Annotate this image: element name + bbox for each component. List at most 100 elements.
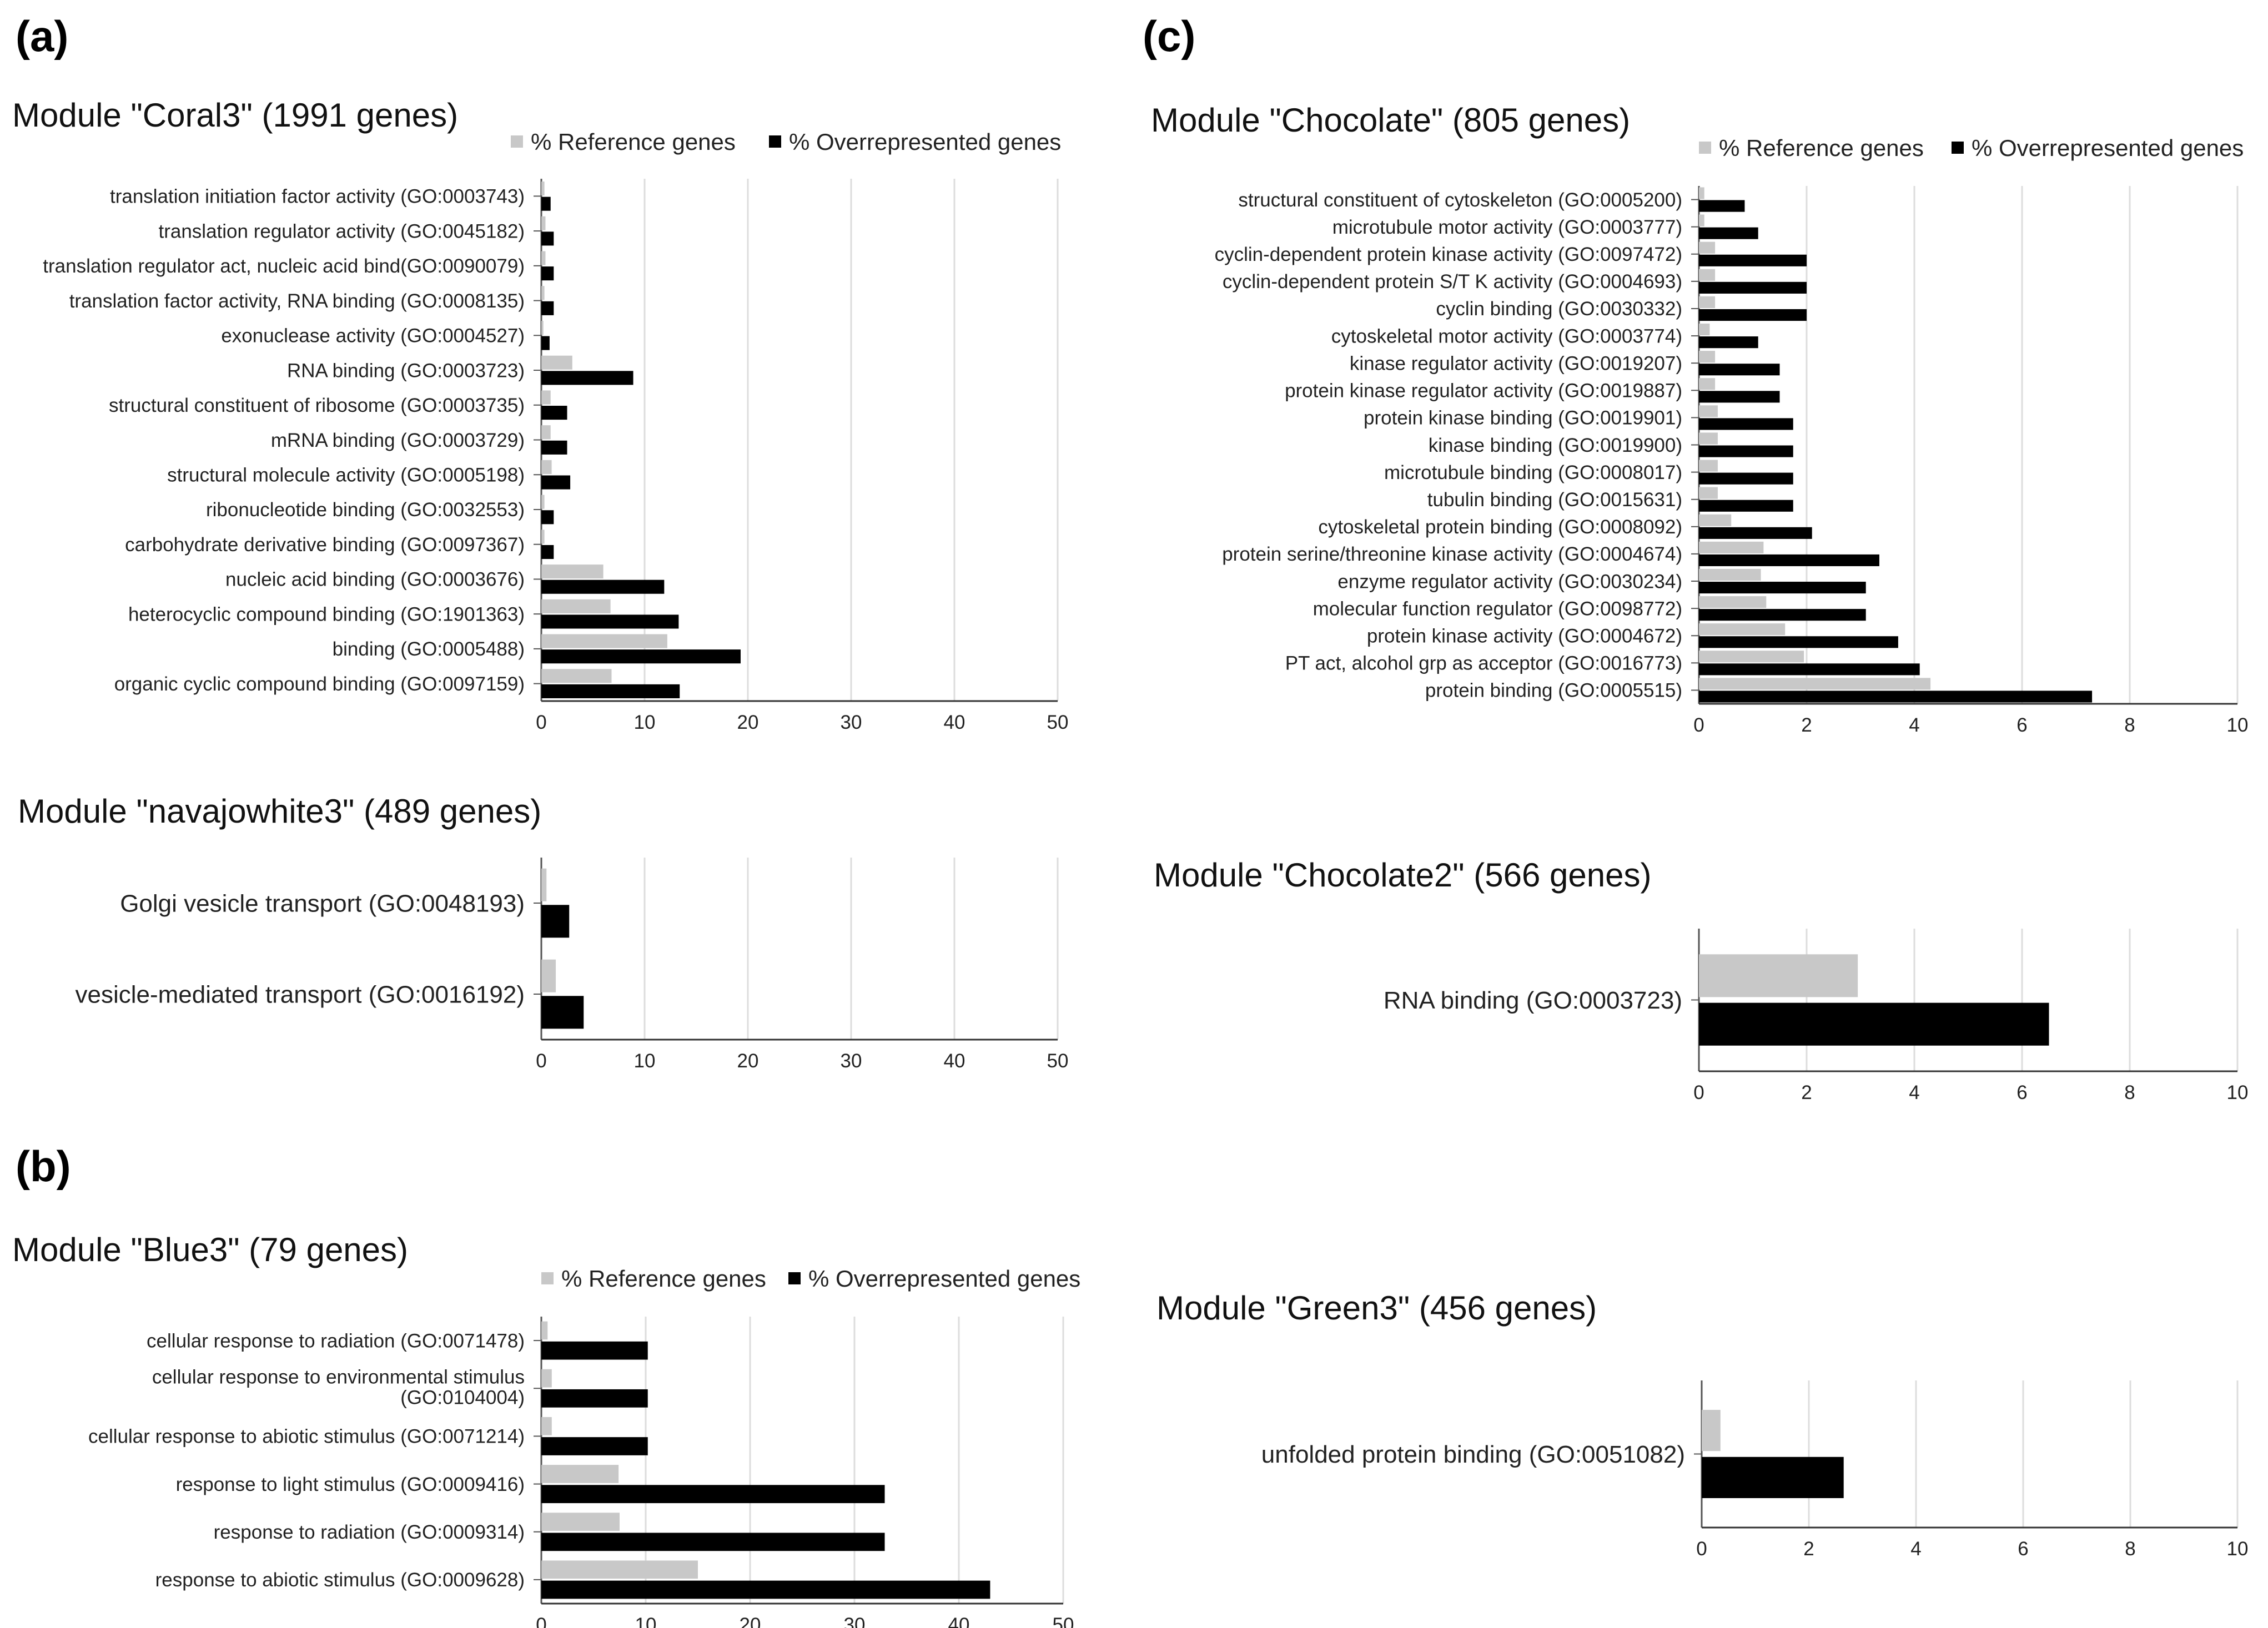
category-label: enzyme regulator activity (GO:0030234) [1337,571,1682,592]
category-label: PT act, alcohol grp as acceptor (GO:0016… [1285,653,1682,674]
bar-reference [541,425,551,440]
category-label: protein kinase activity (GO:0004672) [1367,625,1682,647]
bar-reference [541,1417,552,1435]
bar-reference [1699,623,1786,636]
category-label: translation regulator activity (GO:00451… [159,220,525,242]
category-label: response to abiotic stimulus (GO:0009628… [155,1569,525,1591]
x-tick-label: 8 [2124,1082,2135,1103]
bar-reference [541,599,611,613]
category-label: cellular response to radiation (GO:00714… [147,1330,525,1352]
category-label: vesicle-mediated transport (GO:0016192) [75,981,525,1008]
chart-title: Module "navajowhite3" (489 genes) [18,793,541,830]
legend-swatch-reference [541,1272,554,1284]
bar-reference [541,286,545,300]
bar-overrepresented [541,440,567,455]
category-label: cytoskeletal motor activity (GO:0003774) [1331,325,1682,347]
x-tick-label: 10 [634,712,656,733]
category-label: tubulin binding (GO:0015631) [1427,489,1682,511]
x-tick-label: 10 [2227,1538,2249,1560]
bar-overrepresented [541,905,570,938]
legend-label-reference: % Reference genes [1719,135,1924,161]
legend-label-overrepresented: % Overrepresented genes [789,129,1061,155]
category-label: structural constituent of cytoskeleton (… [1238,189,1682,211]
panel-label: (b) [16,1142,71,1191]
category-label: protein kinase binding (GO:0019901) [1364,407,1682,429]
bar-overrepresented [541,545,554,560]
x-tick-label: 10 [634,1050,656,1072]
bar-reference [1699,187,1704,199]
x-tick-label: 20 [740,1614,761,1628]
bar-overrepresented [541,266,554,281]
legend-swatch-overrepresented [788,1272,801,1284]
bar-overrepresented [1699,663,1920,676]
panel-label: (c) [1143,12,1195,61]
bar-reference [1699,378,1716,390]
bar-overrepresented [1699,609,1866,621]
category-label: cyclin binding (GO:0030332) [1436,298,1682,320]
chart-title: Module "Green3" (456 genes) [1156,1289,1597,1327]
category-label: structural constituent of ribosome (GO:0… [109,395,525,416]
bar-overrepresented [541,684,680,698]
category-label: ribonucleotide binding (GO:0032553) [206,499,525,521]
x-tick-label: 4 [1910,1538,1921,1560]
bar-overrepresented [541,579,665,594]
bar-overrepresented [541,649,741,664]
x-tick-label: 6 [2016,1082,2027,1103]
x-tick-label: 10 [2227,714,2249,736]
x-tick-label: 50 [1047,712,1069,733]
bar-reference [1699,514,1732,526]
bar-reference [1699,568,1761,581]
bar-overrepresented [541,510,554,525]
chart-2: Module "Blue3" (79 genes) % Reference gen… [12,1231,1080,1628]
x-tick-label: 8 [2124,714,2135,736]
bar-reference [541,530,545,544]
category-label: response to radiation (GO:0009314) [214,1521,525,1543]
category-label: unfolded protein binding (GO:0051082) [1261,1441,1685,1468]
legend-swatch-reference [511,135,523,148]
bar-overrepresented [1699,309,1807,321]
bar-overrepresented [541,301,554,315]
bar-reference [1699,954,1858,997]
bar-reference [541,1560,698,1579]
x-tick-label: 2 [1803,1538,1814,1560]
bar-reference [541,1513,620,1531]
category-label: cyclin-dependent protein kinase activity… [1215,244,1682,265]
category-label: kinase regulator activity (GO:0019207) [1350,352,1682,374]
bar-reference [1699,432,1718,445]
chart-title: Module "Chocolate" (805 genes) [1151,102,1630,139]
bar-reference [541,564,604,579]
bar-overrepresented [1699,472,1793,485]
bar-reference [541,868,547,901]
x-tick-label: 0 [1696,1538,1707,1560]
bar-overrepresented [1699,391,1780,403]
bar-overrepresented [541,336,550,350]
panel-label: (a) [16,12,68,61]
x-tick-label: 2 [1801,714,1812,736]
category-label: protein binding (GO:0005515) [1425,680,1682,702]
bar-overrepresented [1699,281,1807,294]
bar-overrepresented [1702,1456,1844,1498]
category-label: protein kinase regulator activity (GO:00… [1285,380,1682,402]
bar-overrepresented [1699,690,2093,703]
legend-label-overrepresented: % Overrepresented genes [808,1266,1080,1292]
category-label: translation factor activity, RNA binding… [69,290,525,312]
x-tick-label: 50 [1047,1050,1069,1072]
bar-overrepresented [541,614,679,629]
x-tick-label: 8 [2125,1538,2135,1560]
x-tick-label: 0 [536,1614,546,1628]
chart-3: Module "Chocolate" (805 genes) % Referenc… [1151,102,2248,736]
bar-reference [1699,323,1710,336]
bar-overrepresented [541,1580,990,1599]
bar-overrepresented [1699,582,1866,594]
bar-reference [1699,678,1931,690]
bar-overrepresented [1699,418,1793,430]
bar-reference [1699,460,1718,472]
category-label-line: (GO:0104004) [400,1387,525,1408]
x-tick-label: 10 [635,1614,657,1628]
bar-overrepresented [1699,636,1898,648]
bar-reference [1699,241,1716,254]
bar-overrepresented [541,1389,648,1408]
bar-reference [541,355,572,370]
bar-reference [541,182,545,196]
bar-reference [541,669,612,683]
